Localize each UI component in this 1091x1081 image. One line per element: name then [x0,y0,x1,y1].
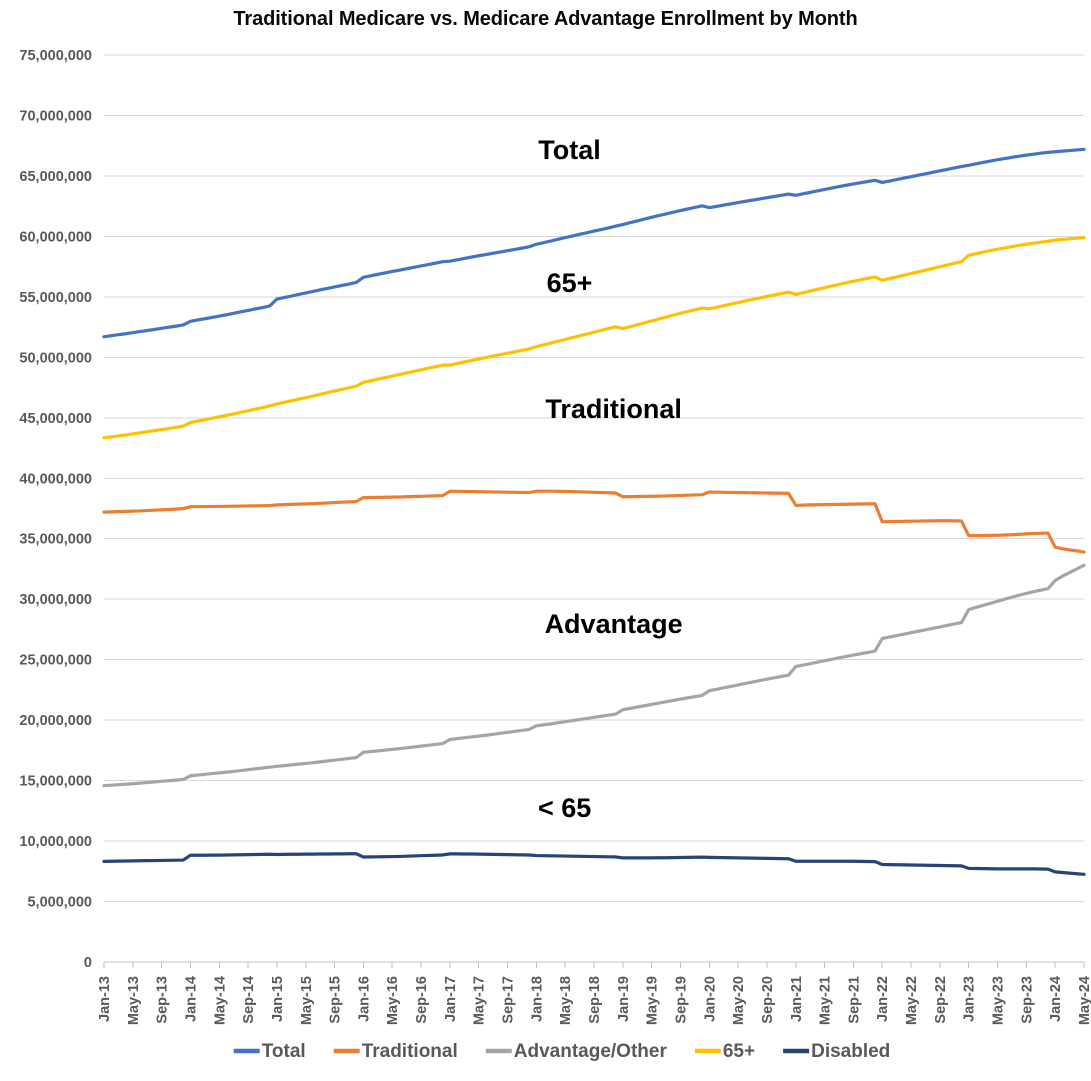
x-axis-tick-label: Jan-16 [356,976,372,1022]
y-axis-tick-label: 50,000,000 [19,350,92,366]
y-axis-tick-label: 45,000,000 [19,411,92,427]
x-axis-tick-label: May-23 [991,976,1007,1025]
x-axis-tick-label: May-15 [299,976,315,1025]
x-axis-tick-label: Sep-23 [1019,976,1035,1024]
x-axis-tick-label: Sep-20 [760,976,776,1024]
y-axis-tick-label: 5,000,000 [27,895,92,911]
annotation-traditional: Traditional [545,394,682,424]
x-axis-tick-label: Jan-20 [702,976,718,1022]
x-axis-tick-label: Jan-23 [962,976,978,1022]
x-axis-tick-label: May-18 [558,976,574,1025]
x-axis-tick-label: Jan-15 [270,976,286,1022]
series-annotations-group: Total 65+ Traditional Advantage < 65 [538,135,683,823]
y-axis-tick-label: 40,000,000 [19,471,92,487]
y-axis-tick-label: 75,000,000 [19,48,92,64]
legend-label-traditional: Traditional [362,1041,458,1062]
legend-label-total: Total [262,1041,306,1062]
x-axis-tick-label: May-24 [1077,976,1091,1025]
x-axis-tick-label: Sep-15 [328,976,344,1024]
x-axis-tick-label: Sep-22 [933,976,949,1024]
y-axis-tick-label: 15,000,000 [19,774,92,790]
x-axis-tick-label: Sep-13 [155,976,171,1024]
annotation-advantage: Advantage [545,609,683,639]
y-axis-tick-labels: 75,000,000 70,000,000 65,000,000 60,000,000… [19,48,92,971]
annotation-65: 65+ [547,268,593,298]
x-axis-tick-label: Sep-17 [501,976,517,1024]
y-axis-tick-label: 55,000,000 [19,290,92,306]
y-axis-tick-label: 25,000,000 [19,653,92,669]
x-axis-tick-label: Jan-14 [183,976,199,1022]
x-axis-tick-label: May-14 [212,976,228,1025]
series-line-total [102,147,1086,339]
y-axis-tick-label: 10,000,000 [19,834,92,850]
x-axis-tick-label: Jan-19 [616,976,632,1022]
x-axis-tick-label: Jan-21 [789,976,805,1022]
y-axis-tick-label: 70,000,000 [19,108,92,124]
x-axis-tick-label: Jan-24 [1048,976,1064,1022]
series-line-advantage-other [102,563,1086,788]
x-axis-tick-label: May-16 [385,976,401,1025]
gridlines-group [104,54,1084,963]
x-axis-tick-label: May-13 [126,976,142,1025]
x-axis-tick-labels: Jan-13 May-13 Sep-13 Jan-14 May-14 Sep-14 Jan-… [97,976,1091,1025]
x-axis-tick-label: Sep-18 [587,976,603,1024]
y-axis-tick-label: 35,000,000 [19,532,92,548]
x-axis-tick-label: Jan-13 [97,976,113,1022]
chart-title: Traditional Medicare vs. Medicare Advant… [233,8,858,30]
data-series-group [102,147,1086,876]
axis-lines [103,961,1085,968]
x-axis-tick-label: Sep-14 [241,976,257,1024]
chart-legend: Total Traditional Advantage/Other 65+ Disabl… [233,1041,890,1062]
x-axis-tick-label: Jan-17 [443,976,459,1022]
x-axis-tick-label: Jan-18 [529,976,545,1022]
y-axis-tick-label: 20,000,000 [19,713,92,729]
legend-label-65: 65+ [723,1041,755,1062]
x-axis-tick-label: Jan-22 [875,976,891,1022]
series-line-disabled [102,852,1086,876]
x-axis-tick-label: May-22 [904,976,920,1025]
x-axis-tick-label: Sep-19 [673,976,689,1024]
y-axis-tick-label: 30,000,000 [19,592,92,608]
legend-label-advantage-other: Advantage/Other [514,1041,668,1062]
x-axis-tick-label: May-21 [818,976,834,1025]
x-axis-tick-label: May-20 [731,976,747,1025]
y-axis-tick-label: 0 [84,955,92,971]
x-axis-tick-label: Sep-21 [846,976,862,1024]
y-axis-tick-label: 60,000,000 [19,229,92,245]
annotation-65: < 65 [538,793,591,823]
x-axis-tick-label: May-17 [472,976,488,1025]
series-line-traditional [102,489,1086,554]
annotation-total: Total [538,135,601,165]
legend-label-disabled: Disabled [811,1041,890,1062]
y-axis-tick-label: 65,000,000 [19,169,92,185]
series-line-65 [102,236,1086,440]
x-axis-tick-label: Sep-16 [414,976,430,1024]
x-axis-tick-label: May-19 [645,976,661,1025]
